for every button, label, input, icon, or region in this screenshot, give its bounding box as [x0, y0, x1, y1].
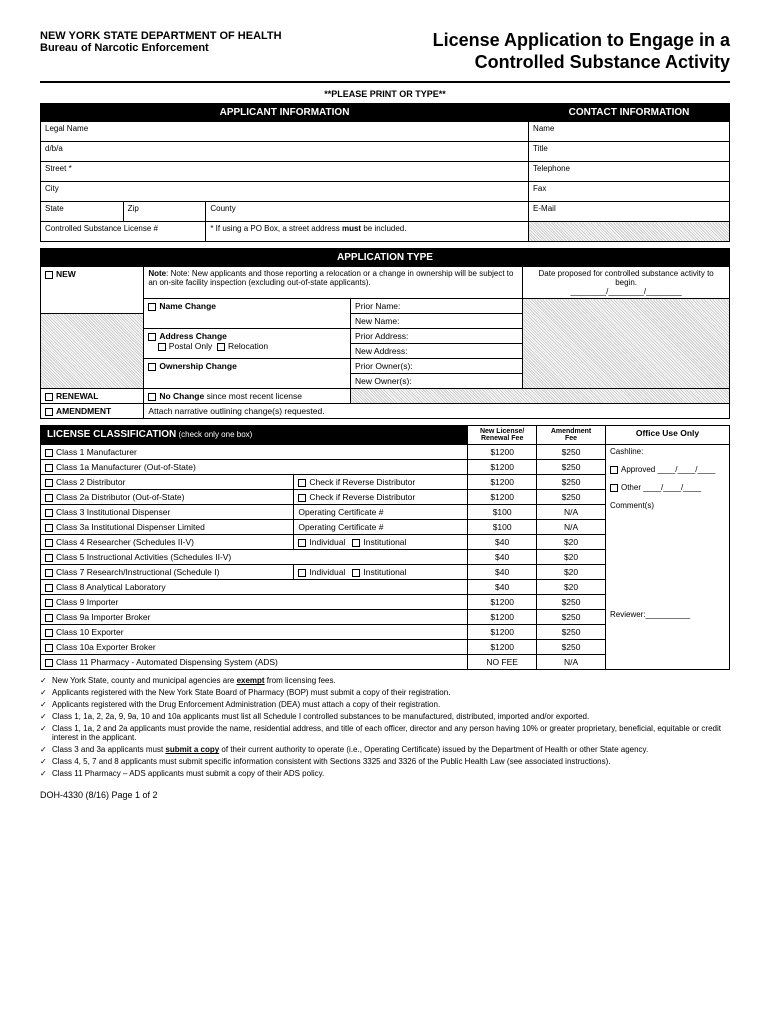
class-row[interactable]: Class 1a Manufacturer (Out-of-State) — [41, 460, 468, 475]
class-row[interactable]: Class 2a Distributor (Out-of-State) — [41, 490, 294, 505]
class-row[interactable]: Class 8 Analytical Laboratory — [41, 580, 468, 595]
date-proposed[interactable]: Date proposed for controlled substance a… — [523, 267, 730, 299]
note-item: Class 1, 1a, 2 and 2a applicants must pr… — [40, 724, 730, 742]
contact-header: CONTACT INFORMATION — [529, 104, 730, 122]
city-field[interactable]: City — [41, 182, 529, 202]
applicant-header: APPLICANT INFORMATION — [41, 104, 529, 122]
bureau-name: Bureau of Narcotic Enforcement — [40, 42, 282, 54]
amendment-checkbox[interactable]: AMENDMENT — [41, 404, 144, 419]
dept-name: NEW YORK STATE DEPARTMENT OF HEALTH — [40, 30, 282, 42]
shaded-renewal — [351, 389, 730, 404]
note-item: Class 3 and 3a applicants must submit a … — [40, 745, 730, 754]
class-row[interactable]: Class 11 Pharmacy - Automated Dispensing… — [41, 655, 468, 670]
name-change-checkbox[interactable]: Name Change — [144, 299, 351, 329]
note-item: Applicants registered with the Drug Enfo… — [40, 700, 730, 709]
op-cert-field[interactable]: Operating Certificate # — [294, 505, 468, 520]
class-row[interactable]: Class 3 Institutional Dispenser — [41, 505, 294, 520]
form-title: License Application to Engage in a Contr… — [433, 30, 730, 73]
prior-name-field[interactable]: Prior Name: — [351, 299, 523, 314]
class-row[interactable]: Class 3a Institutional Dispenser Limited — [41, 520, 294, 535]
office-use-header: Office Use Only — [605, 426, 729, 445]
dba-field[interactable]: d/b/a — [41, 142, 529, 162]
telephone-field[interactable]: Telephone — [529, 162, 730, 182]
class-row[interactable]: Class 1 Manufacturer — [41, 445, 468, 460]
no-change-checkbox[interactable]: No Change since most recent license — [144, 389, 351, 404]
new-address-field[interactable]: New Address: — [351, 344, 523, 359]
new-checkbox[interactable]: NEW — [41, 267, 144, 314]
street-field[interactable]: Street * — [41, 162, 529, 182]
fax-field[interactable]: Fax — [529, 182, 730, 202]
prior-owners-field[interactable]: Prior Owner(s): — [351, 359, 523, 374]
notes-list: New York State, county and municipal age… — [40, 676, 730, 778]
address-change-checkbox[interactable]: Address Change Postal Only Relocation — [144, 329, 351, 359]
class-row[interactable]: Class 10a Exporter Broker — [41, 640, 468, 655]
prior-address-field[interactable]: Prior Address: — [351, 329, 523, 344]
divider — [40, 81, 730, 83]
note-item: Class 11 Pharmacy – ADS applicants must … — [40, 769, 730, 778]
amend-fee-header: AmendmentFee — [537, 426, 606, 445]
class-row[interactable]: Class 7 Research/Instructional (Schedule… — [41, 565, 294, 580]
office-use-cell[interactable]: Cashline: Approved ____/____/____ Other … — [605, 445, 729, 670]
header: NEW YORK STATE DEPARTMENT OF HEALTH Bure… — [40, 30, 730, 73]
class-row[interactable]: Class 4 Researcher (Schedules II-V) — [41, 535, 294, 550]
class-row[interactable]: Class 5 Instructional Activities (Schedu… — [41, 550, 468, 565]
app-type-table: APPLICATION TYPE NEW Note: Note: New app… — [40, 248, 730, 419]
new-fee-header: New License/Renewal Fee — [468, 426, 537, 445]
ownership-change-checkbox[interactable]: Ownership Change — [144, 359, 351, 389]
new-name-field[interactable]: New Name: — [351, 314, 523, 329]
email-field[interactable]: E-Mail — [529, 202, 730, 222]
zip-field[interactable]: Zip — [123, 202, 206, 222]
po-note: * If using a PO Box, a street address mu… — [206, 222, 529, 242]
op-cert-field[interactable]: Operating Certificate # — [294, 520, 468, 535]
title-field[interactable]: Title — [529, 142, 730, 162]
reverse-dist-check[interactable]: Check if Reverse Distributor — [294, 490, 468, 505]
class-row[interactable]: Class 2 Distributor — [41, 475, 294, 490]
amendment-text: Attach narrative outlining change(s) req… — [144, 404, 730, 419]
note-item: Class 4, 5, 7 and 8 applicants must subm… — [40, 757, 730, 766]
app-type-header: APPLICATION TYPE — [41, 249, 730, 267]
shaded-cell — [529, 222, 730, 242]
county-field[interactable]: County — [206, 202, 529, 222]
renewal-checkbox[interactable]: RENEWAL — [41, 389, 144, 404]
print-type-note: **PLEASE PRINT OR TYPE** — [40, 89, 730, 99]
footer: DOH-4330 (8/16) Page 1 of 2 — [40, 790, 730, 800]
note-item: New York State, county and municipal age… — [40, 676, 730, 685]
contact-name-field[interactable]: Name — [529, 122, 730, 142]
shaded-right — [523, 299, 730, 389]
new-note: Note: Note: New applicants and those rep… — [144, 267, 523, 299]
state-field[interactable]: State — [41, 202, 124, 222]
class-row[interactable]: Class 10 Exporter — [41, 625, 468, 640]
note-item: Class 1, 1a, 2, 2a, 9, 9a, 10 and 10a ap… — [40, 712, 730, 721]
reverse-dist-check[interactable]: Check if Reverse Distributor — [294, 475, 468, 490]
license-class-table: LICENSE CLASSIFICATION (check only one b… — [40, 425, 730, 670]
shaded-left — [41, 314, 144, 389]
license-field[interactable]: Controlled Substance License # — [41, 222, 206, 242]
legal-name-field[interactable]: Legal Name — [41, 122, 529, 142]
ind-inst-check[interactable]: Individual Institutional — [294, 565, 468, 580]
class-row[interactable]: Class 9a Importer Broker — [41, 610, 468, 625]
new-owners-field[interactable]: New Owner(s): — [351, 374, 523, 389]
ind-inst-check[interactable]: Individual Institutional — [294, 535, 468, 550]
note-item: Applicants registered with the New York … — [40, 688, 730, 697]
info-table: APPLICANT INFORMATION CONTACT INFORMATIO… — [40, 103, 730, 242]
license-class-header: LICENSE CLASSIFICATION (check only one b… — [41, 426, 468, 445]
class-row[interactable]: Class 9 Importer — [41, 595, 468, 610]
